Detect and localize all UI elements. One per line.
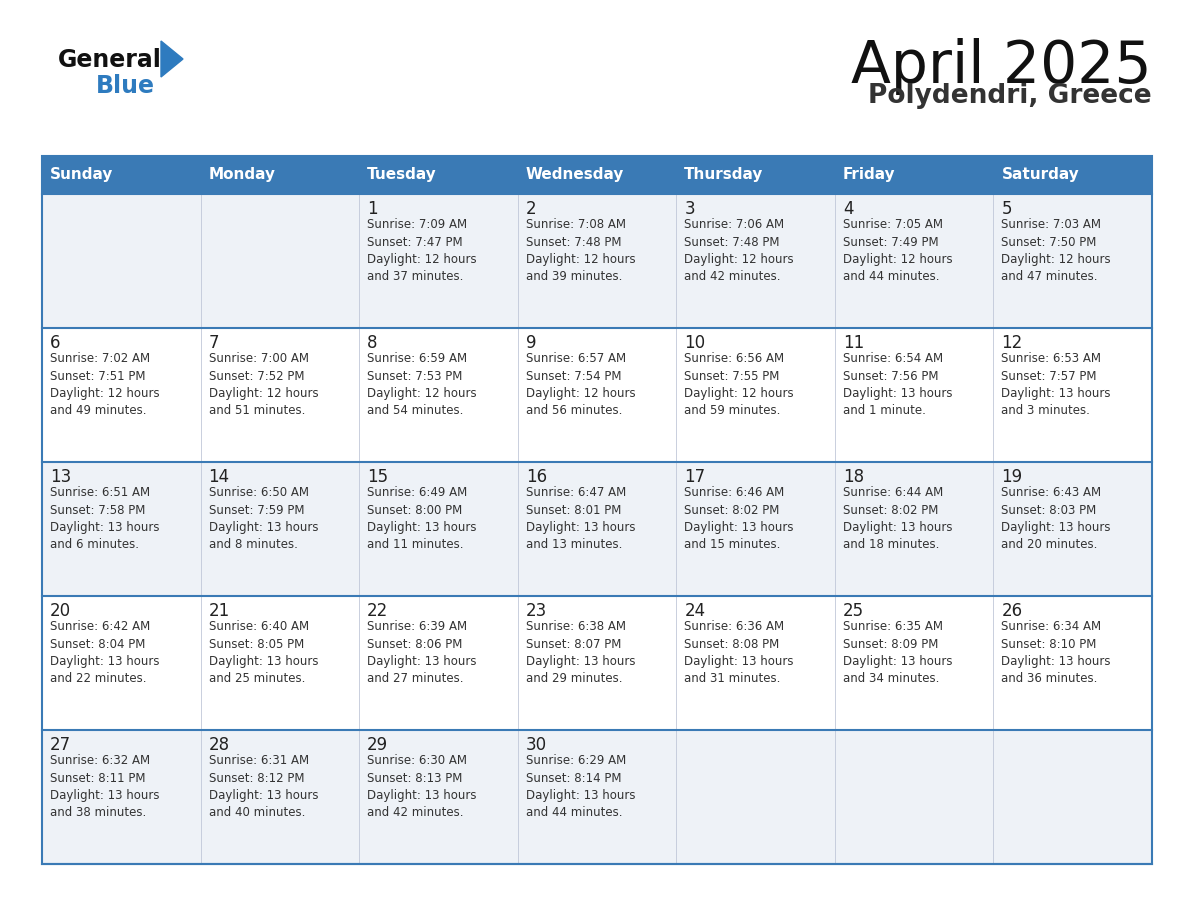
Polygon shape xyxy=(162,41,183,77)
Text: Tuesday: Tuesday xyxy=(367,167,437,183)
Text: 25: 25 xyxy=(842,602,864,620)
Text: Sunrise: 6:30 AM
Sunset: 8:13 PM
Daylight: 13 hours
and 42 minutes.: Sunrise: 6:30 AM Sunset: 8:13 PM Dayligh… xyxy=(367,754,476,820)
Text: 9: 9 xyxy=(526,334,536,352)
Text: Sunrise: 6:42 AM
Sunset: 8:04 PM
Daylight: 13 hours
and 22 minutes.: Sunrise: 6:42 AM Sunset: 8:04 PM Dayligh… xyxy=(50,620,159,686)
Text: Sunrise: 6:51 AM
Sunset: 7:58 PM
Daylight: 13 hours
and 6 minutes.: Sunrise: 6:51 AM Sunset: 7:58 PM Dayligh… xyxy=(50,486,159,552)
Bar xyxy=(42,596,1152,730)
Text: 20: 20 xyxy=(50,602,71,620)
Text: 26: 26 xyxy=(1001,602,1023,620)
Text: 11: 11 xyxy=(842,334,864,352)
Text: Sunrise: 7:06 AM
Sunset: 7:48 PM
Daylight: 12 hours
and 42 minutes.: Sunrise: 7:06 AM Sunset: 7:48 PM Dayligh… xyxy=(684,218,794,284)
Text: Sunrise: 7:00 AM
Sunset: 7:52 PM
Daylight: 12 hours
and 51 minutes.: Sunrise: 7:00 AM Sunset: 7:52 PM Dayligh… xyxy=(209,352,318,418)
Text: Sunrise: 6:54 AM
Sunset: 7:56 PM
Daylight: 13 hours
and 1 minute.: Sunrise: 6:54 AM Sunset: 7:56 PM Dayligh… xyxy=(842,352,953,418)
Text: 16: 16 xyxy=(526,468,546,486)
Text: Sunrise: 6:31 AM
Sunset: 8:12 PM
Daylight: 13 hours
and 40 minutes.: Sunrise: 6:31 AM Sunset: 8:12 PM Dayligh… xyxy=(209,754,318,820)
Text: 21: 21 xyxy=(209,602,229,620)
Text: 13: 13 xyxy=(50,468,71,486)
Text: 10: 10 xyxy=(684,334,706,352)
Text: 12: 12 xyxy=(1001,334,1023,352)
Text: Sunrise: 6:35 AM
Sunset: 8:09 PM
Daylight: 13 hours
and 34 minutes.: Sunrise: 6:35 AM Sunset: 8:09 PM Dayligh… xyxy=(842,620,953,686)
Text: Sunrise: 6:36 AM
Sunset: 8:08 PM
Daylight: 13 hours
and 31 minutes.: Sunrise: 6:36 AM Sunset: 8:08 PM Dayligh… xyxy=(684,620,794,686)
Text: Sunrise: 7:02 AM
Sunset: 7:51 PM
Daylight: 12 hours
and 49 minutes.: Sunrise: 7:02 AM Sunset: 7:51 PM Dayligh… xyxy=(50,352,159,418)
Text: 14: 14 xyxy=(209,468,229,486)
Text: Sunrise: 6:32 AM
Sunset: 8:11 PM
Daylight: 13 hours
and 38 minutes.: Sunrise: 6:32 AM Sunset: 8:11 PM Dayligh… xyxy=(50,754,159,820)
Text: 1: 1 xyxy=(367,200,378,218)
Text: 19: 19 xyxy=(1001,468,1023,486)
Text: 22: 22 xyxy=(367,602,388,620)
Bar xyxy=(42,462,1152,596)
Text: Thursday: Thursday xyxy=(684,167,764,183)
Bar xyxy=(42,156,1152,864)
Text: 23: 23 xyxy=(526,602,546,620)
Text: 29: 29 xyxy=(367,736,388,754)
Text: 24: 24 xyxy=(684,602,706,620)
Text: Sunrise: 6:40 AM
Sunset: 8:05 PM
Daylight: 13 hours
and 25 minutes.: Sunrise: 6:40 AM Sunset: 8:05 PM Dayligh… xyxy=(209,620,318,686)
Text: 7: 7 xyxy=(209,334,219,352)
Text: Sunrise: 6:59 AM
Sunset: 7:53 PM
Daylight: 12 hours
and 54 minutes.: Sunrise: 6:59 AM Sunset: 7:53 PM Dayligh… xyxy=(367,352,476,418)
Text: 27: 27 xyxy=(50,736,71,754)
Text: Sunrise: 6:34 AM
Sunset: 8:10 PM
Daylight: 13 hours
and 36 minutes.: Sunrise: 6:34 AM Sunset: 8:10 PM Dayligh… xyxy=(1001,620,1111,686)
Text: 18: 18 xyxy=(842,468,864,486)
Text: 8: 8 xyxy=(367,334,378,352)
Text: 30: 30 xyxy=(526,736,546,754)
Text: Sunrise: 6:29 AM
Sunset: 8:14 PM
Daylight: 13 hours
and 44 minutes.: Sunrise: 6:29 AM Sunset: 8:14 PM Dayligh… xyxy=(526,754,636,820)
Text: Sunrise: 6:47 AM
Sunset: 8:01 PM
Daylight: 13 hours
and 13 minutes.: Sunrise: 6:47 AM Sunset: 8:01 PM Dayligh… xyxy=(526,486,636,552)
Text: Friday: Friday xyxy=(842,167,896,183)
Text: Sunrise: 6:56 AM
Sunset: 7:55 PM
Daylight: 12 hours
and 59 minutes.: Sunrise: 6:56 AM Sunset: 7:55 PM Dayligh… xyxy=(684,352,794,418)
Bar xyxy=(42,328,1152,462)
Text: Sunrise: 7:03 AM
Sunset: 7:50 PM
Daylight: 12 hours
and 47 minutes.: Sunrise: 7:03 AM Sunset: 7:50 PM Dayligh… xyxy=(1001,218,1111,284)
Text: 6: 6 xyxy=(50,334,61,352)
Text: Monday: Monday xyxy=(209,167,276,183)
Text: Sunrise: 7:05 AM
Sunset: 7:49 PM
Daylight: 12 hours
and 44 minutes.: Sunrise: 7:05 AM Sunset: 7:49 PM Dayligh… xyxy=(842,218,953,284)
Text: Sunrise: 6:39 AM
Sunset: 8:06 PM
Daylight: 13 hours
and 27 minutes.: Sunrise: 6:39 AM Sunset: 8:06 PM Dayligh… xyxy=(367,620,476,686)
Text: Sunrise: 7:08 AM
Sunset: 7:48 PM
Daylight: 12 hours
and 39 minutes.: Sunrise: 7:08 AM Sunset: 7:48 PM Dayligh… xyxy=(526,218,636,284)
Text: Sunrise: 6:44 AM
Sunset: 8:02 PM
Daylight: 13 hours
and 18 minutes.: Sunrise: 6:44 AM Sunset: 8:02 PM Dayligh… xyxy=(842,486,953,552)
Text: 15: 15 xyxy=(367,468,388,486)
Text: Polydendri, Greece: Polydendri, Greece xyxy=(868,83,1152,109)
Bar xyxy=(42,730,1152,864)
Text: Blue: Blue xyxy=(96,74,154,98)
Text: 28: 28 xyxy=(209,736,229,754)
Text: April 2025: April 2025 xyxy=(852,38,1152,95)
Text: 2: 2 xyxy=(526,200,536,218)
Text: Sunrise: 6:50 AM
Sunset: 7:59 PM
Daylight: 13 hours
and 8 minutes.: Sunrise: 6:50 AM Sunset: 7:59 PM Dayligh… xyxy=(209,486,318,552)
Bar xyxy=(42,156,1152,194)
Text: 4: 4 xyxy=(842,200,853,218)
Text: Sunrise: 6:38 AM
Sunset: 8:07 PM
Daylight: 13 hours
and 29 minutes.: Sunrise: 6:38 AM Sunset: 8:07 PM Dayligh… xyxy=(526,620,636,686)
Text: Wednesday: Wednesday xyxy=(526,167,624,183)
Text: 5: 5 xyxy=(1001,200,1012,218)
Text: Sunrise: 7:09 AM
Sunset: 7:47 PM
Daylight: 12 hours
and 37 minutes.: Sunrise: 7:09 AM Sunset: 7:47 PM Dayligh… xyxy=(367,218,476,284)
Text: Sunday: Sunday xyxy=(50,167,113,183)
Text: Saturday: Saturday xyxy=(1001,167,1079,183)
Text: General: General xyxy=(58,48,162,72)
Text: 3: 3 xyxy=(684,200,695,218)
Text: Sunrise: 6:49 AM
Sunset: 8:00 PM
Daylight: 13 hours
and 11 minutes.: Sunrise: 6:49 AM Sunset: 8:00 PM Dayligh… xyxy=(367,486,476,552)
Text: Sunrise: 6:57 AM
Sunset: 7:54 PM
Daylight: 12 hours
and 56 minutes.: Sunrise: 6:57 AM Sunset: 7:54 PM Dayligh… xyxy=(526,352,636,418)
Text: Sunrise: 6:43 AM
Sunset: 8:03 PM
Daylight: 13 hours
and 20 minutes.: Sunrise: 6:43 AM Sunset: 8:03 PM Dayligh… xyxy=(1001,486,1111,552)
Bar xyxy=(42,194,1152,328)
Text: Sunrise: 6:53 AM
Sunset: 7:57 PM
Daylight: 13 hours
and 3 minutes.: Sunrise: 6:53 AM Sunset: 7:57 PM Dayligh… xyxy=(1001,352,1111,418)
Text: 17: 17 xyxy=(684,468,706,486)
Text: Sunrise: 6:46 AM
Sunset: 8:02 PM
Daylight: 13 hours
and 15 minutes.: Sunrise: 6:46 AM Sunset: 8:02 PM Dayligh… xyxy=(684,486,794,552)
